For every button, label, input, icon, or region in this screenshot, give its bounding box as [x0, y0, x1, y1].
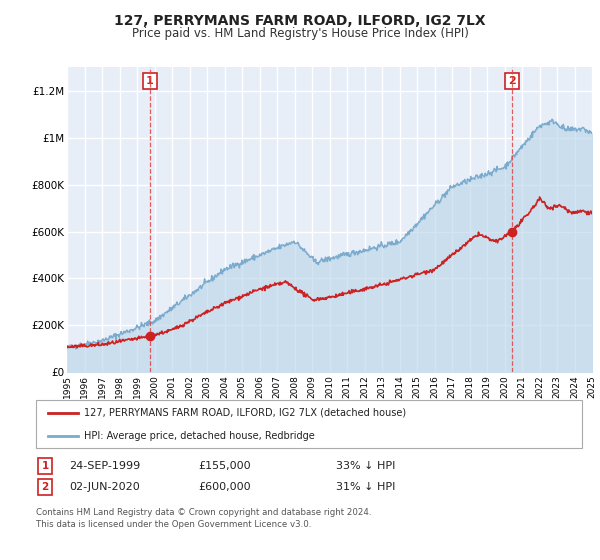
Text: 31% ↓ HPI: 31% ↓ HPI [336, 482, 395, 492]
Text: 2: 2 [41, 482, 49, 492]
Text: 127, PERRYMANS FARM ROAD, ILFORD, IG2 7LX: 127, PERRYMANS FARM ROAD, ILFORD, IG2 7L… [114, 14, 486, 28]
Text: Contains HM Land Registry data © Crown copyright and database right 2024.
This d: Contains HM Land Registry data © Crown c… [36, 508, 371, 529]
Text: 24-SEP-1999: 24-SEP-1999 [69, 461, 140, 471]
Text: 127, PERRYMANS FARM ROAD, ILFORD, IG2 7LX (detached house): 127, PERRYMANS FARM ROAD, ILFORD, IG2 7L… [84, 408, 406, 418]
Text: HPI: Average price, detached house, Redbridge: HPI: Average price, detached house, Redb… [84, 431, 315, 441]
Text: £155,000: £155,000 [198, 461, 251, 471]
Text: 33% ↓ HPI: 33% ↓ HPI [336, 461, 395, 471]
Text: 1: 1 [146, 76, 154, 86]
Text: £600,000: £600,000 [198, 482, 251, 492]
Text: 1: 1 [41, 461, 49, 471]
Text: 2: 2 [508, 76, 516, 86]
Text: Price paid vs. HM Land Registry's House Price Index (HPI): Price paid vs. HM Land Registry's House … [131, 27, 469, 40]
Text: 02-JUN-2020: 02-JUN-2020 [69, 482, 140, 492]
